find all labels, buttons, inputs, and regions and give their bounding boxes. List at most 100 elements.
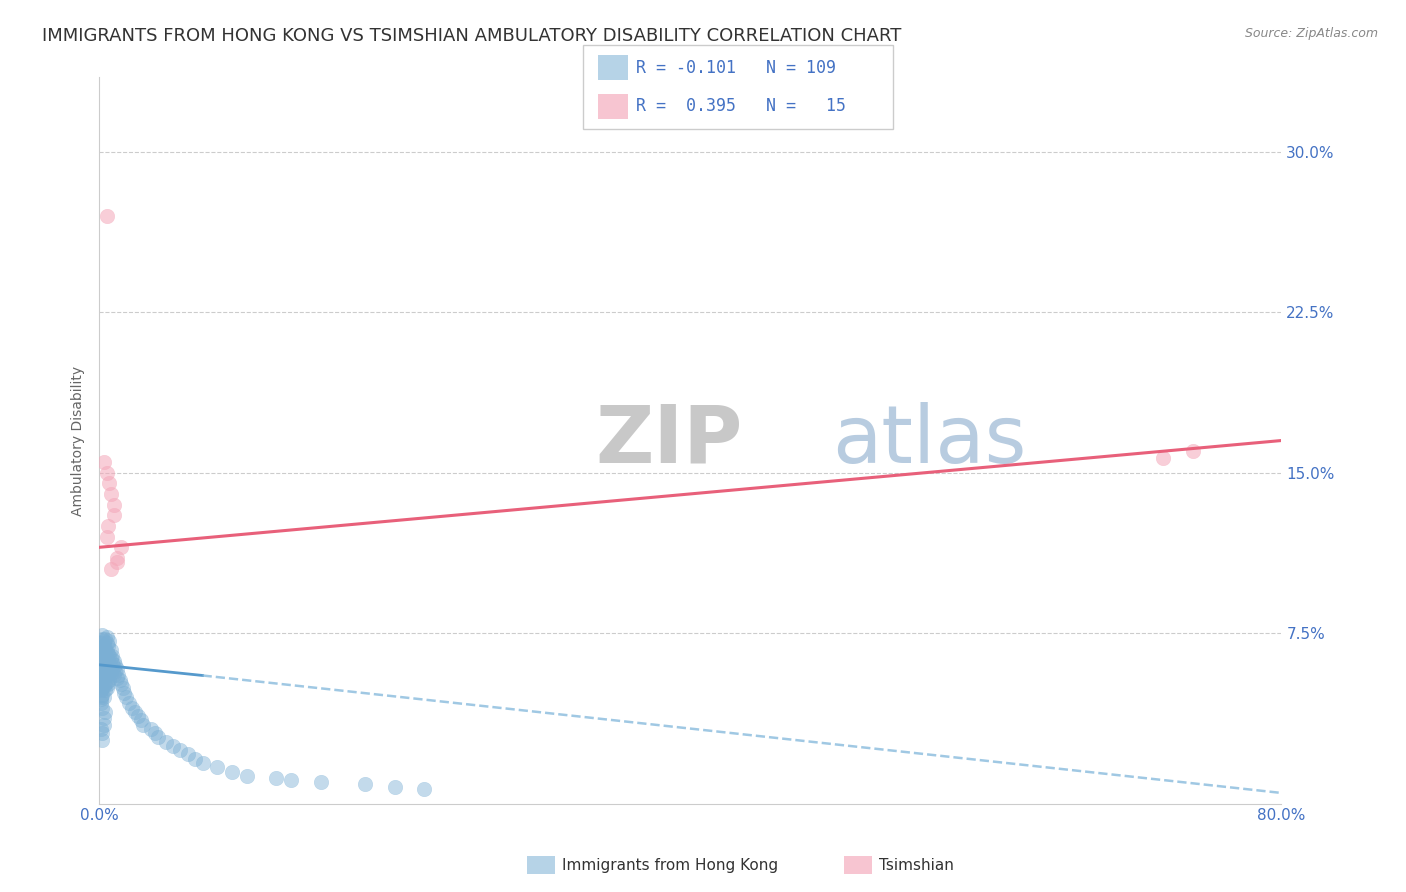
Point xyxy=(98,657,121,672)
Point xyxy=(96,209,118,223)
Point xyxy=(309,775,332,789)
Point xyxy=(280,773,302,788)
Point xyxy=(96,530,118,544)
Point xyxy=(184,752,207,766)
Point xyxy=(97,662,120,676)
Point xyxy=(1181,444,1204,458)
Point xyxy=(90,653,112,667)
Point xyxy=(111,681,134,696)
Point xyxy=(90,722,112,736)
Point xyxy=(103,660,125,674)
Point xyxy=(90,690,112,704)
Point xyxy=(91,664,114,678)
Point xyxy=(96,636,118,650)
Point xyxy=(97,653,120,667)
Point xyxy=(94,705,117,719)
Point xyxy=(94,683,117,698)
Point xyxy=(93,634,115,648)
Point xyxy=(155,734,177,748)
Point xyxy=(207,760,229,774)
Text: R =  0.395   N =   15: R = 0.395 N = 15 xyxy=(636,97,845,115)
Point xyxy=(93,651,115,665)
Point xyxy=(139,722,162,736)
Point xyxy=(94,668,117,682)
Text: Tsimshian: Tsimshian xyxy=(879,858,953,872)
Point xyxy=(266,771,288,785)
Point xyxy=(96,651,118,665)
Point xyxy=(93,662,115,676)
Point xyxy=(91,651,114,665)
Point xyxy=(118,696,141,710)
Point xyxy=(101,662,124,676)
Point xyxy=(104,657,127,672)
Point xyxy=(129,714,152,728)
Point xyxy=(191,756,214,770)
Point xyxy=(93,660,115,674)
Point xyxy=(98,664,121,678)
Text: Source: ZipAtlas.com: Source: ZipAtlas.com xyxy=(1244,27,1378,40)
Text: atlas: atlas xyxy=(832,401,1026,480)
Point xyxy=(90,668,112,682)
Point xyxy=(94,647,117,661)
Point xyxy=(162,739,184,753)
Point xyxy=(91,628,114,642)
Point xyxy=(105,671,128,685)
Point xyxy=(100,660,122,674)
Point xyxy=(94,677,117,691)
Point xyxy=(107,668,129,682)
Point xyxy=(1152,450,1174,465)
Point xyxy=(96,666,118,681)
Point xyxy=(90,636,112,650)
Point xyxy=(90,640,112,655)
Point xyxy=(97,668,120,682)
Point xyxy=(90,647,112,661)
Point xyxy=(132,717,155,731)
Point xyxy=(100,562,122,576)
Point xyxy=(91,645,114,659)
Point xyxy=(124,705,146,719)
Point xyxy=(98,673,121,687)
Point xyxy=(100,666,122,681)
Point xyxy=(112,685,135,699)
Point xyxy=(98,634,121,648)
Point xyxy=(114,690,136,704)
Point xyxy=(91,657,114,672)
Point xyxy=(93,455,115,469)
Point xyxy=(90,696,112,710)
Point xyxy=(91,688,114,702)
Point xyxy=(96,660,118,674)
Point xyxy=(90,662,112,676)
Point xyxy=(97,647,120,661)
Point xyxy=(91,732,114,747)
Point xyxy=(93,690,115,704)
Point xyxy=(93,679,115,693)
Point xyxy=(103,668,125,682)
Point xyxy=(98,476,121,491)
Text: ZIP: ZIP xyxy=(596,401,742,480)
Point xyxy=(90,674,112,689)
Point xyxy=(94,656,117,670)
Point xyxy=(96,674,118,689)
Point xyxy=(91,673,114,687)
Point xyxy=(110,677,132,691)
Point xyxy=(90,660,112,674)
Point xyxy=(96,466,118,480)
Point xyxy=(105,662,128,676)
Point xyxy=(105,551,128,566)
Point xyxy=(93,668,115,682)
Point xyxy=(91,700,114,714)
Point xyxy=(108,673,131,687)
Point xyxy=(413,781,436,796)
Point xyxy=(105,555,128,569)
Point xyxy=(93,717,115,731)
Point xyxy=(236,769,259,783)
Point xyxy=(100,651,122,665)
Point xyxy=(143,726,166,740)
Point xyxy=(177,747,200,762)
Point xyxy=(96,681,118,696)
Point xyxy=(97,639,120,653)
Point xyxy=(91,681,114,696)
Point xyxy=(110,541,132,555)
Point xyxy=(93,711,115,725)
Point xyxy=(221,764,243,779)
